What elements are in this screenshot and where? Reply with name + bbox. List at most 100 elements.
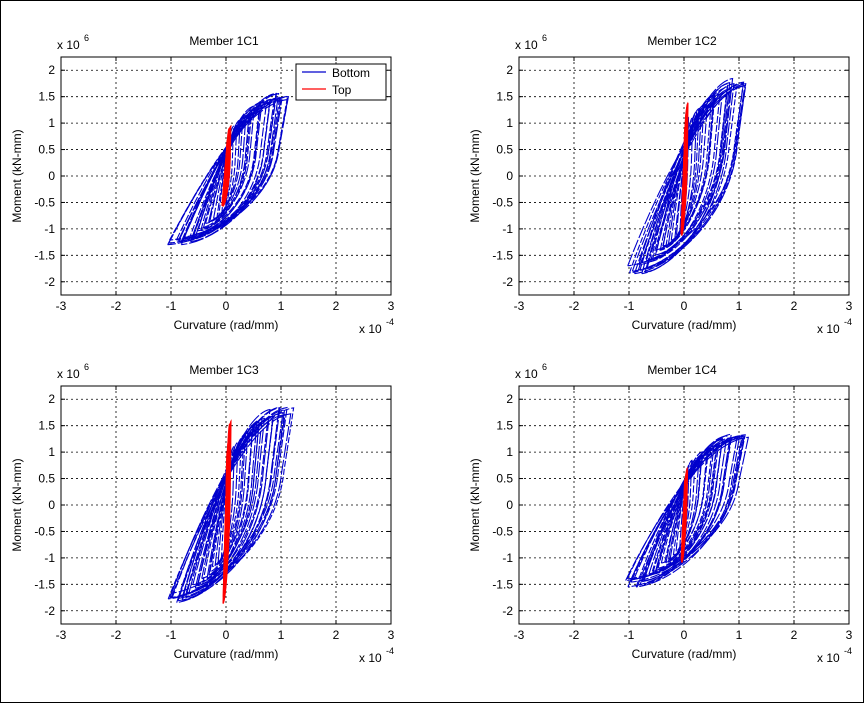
y-axis-label: Moment (kN-mm) — [468, 129, 482, 222]
series-top-cycle — [680, 469, 689, 561]
y-tick-label: -1.5 — [492, 577, 513, 591]
y-tick-label: -1 — [502, 222, 513, 236]
series-bottom-cycle — [177, 409, 286, 602]
series-bottom-cycle — [168, 96, 290, 244]
y-tick-label: -1.5 — [34, 577, 55, 591]
y-tick-label: -0.5 — [34, 195, 55, 209]
series-bottom-cycle — [208, 114, 247, 223]
x-exponent-power: -4 — [386, 317, 394, 327]
x-tick-label: -3 — [56, 628, 67, 642]
x-tick-label: -3 — [514, 299, 525, 313]
x-tick-label: 3 — [388, 299, 395, 313]
y-axis-label: Moment (kN-mm) — [10, 129, 24, 222]
x-tick-label: 2 — [791, 628, 798, 642]
series-bottom-cycle — [171, 406, 288, 599]
y-axis-label: Moment (kN-mm) — [10, 458, 24, 551]
y-tick-label: -2 — [502, 604, 513, 618]
y-tick-label: 2 — [48, 392, 55, 406]
y-exponent-power: 6 — [84, 33, 89, 43]
legend-label: Bottom — [332, 66, 370, 80]
series-bottom-cycle — [665, 103, 705, 248]
y-tick-label: 1 — [48, 445, 55, 459]
y-tick-label: 1.5 — [38, 419, 55, 433]
y-tick-label: 1.5 — [496, 90, 513, 104]
x-tick-label: -1 — [624, 299, 635, 313]
series-bottom-cycle — [204, 117, 251, 224]
x-tick-label: -2 — [111, 299, 122, 313]
y-exponent: x 10 — [57, 38, 80, 52]
y-tick-label: 0 — [506, 498, 513, 512]
y-tick-label: 1.5 — [496, 419, 513, 433]
chart-title: Member 1C2 — [647, 34, 717, 48]
y-tick-label: 1.5 — [38, 90, 55, 104]
x-axis-label: Curvature (rad/mm) — [632, 318, 737, 332]
x-tick-label: -1 — [624, 628, 635, 642]
x-tick-label: -3 — [514, 628, 525, 642]
y-tick-label: 0 — [48, 169, 55, 183]
y-tick-label: -1 — [502, 551, 513, 565]
series-bottom-cycle — [637, 83, 747, 271]
x-tick-label: 3 — [388, 628, 395, 642]
y-tick-label: 2 — [48, 63, 55, 77]
x-exponent: x 10 — [817, 651, 840, 665]
x-exponent: x 10 — [817, 322, 840, 336]
x-tick-label: 1 — [736, 299, 743, 313]
y-tick-label: 0 — [506, 169, 513, 183]
x-tick-label: 0 — [681, 628, 688, 642]
y-tick-label: 1 — [48, 116, 55, 130]
y-tick-label: 0.5 — [496, 472, 513, 486]
x-tick-label: 1 — [278, 628, 285, 642]
series-bottom-cycle — [634, 81, 745, 275]
x-exponent-power: -4 — [844, 317, 852, 327]
x-tick-label: 2 — [333, 628, 340, 642]
series-bottom-cycle — [176, 407, 281, 604]
legend-label: Top — [332, 83, 352, 97]
chart-title: Member 1C3 — [189, 363, 259, 377]
series-bottom-cycle — [629, 82, 745, 274]
y-exponent: x 10 — [515, 38, 538, 52]
x-tick-label: 0 — [223, 299, 230, 313]
x-tick-label: 1 — [278, 299, 285, 313]
series-top-cycle — [222, 419, 232, 604]
y-tick-label: -1.5 — [34, 248, 55, 262]
legend-box — [295, 63, 387, 101]
series-bottom-cycle — [214, 441, 239, 567]
y-exponent-power: 6 — [542, 33, 547, 43]
chart-title: Member 1C4 — [647, 363, 717, 377]
x-tick-label: -2 — [569, 628, 580, 642]
y-exponent-power: 6 — [542, 362, 547, 372]
series-bottom-cycle — [675, 459, 693, 552]
y-tick-label: -2 — [44, 604, 55, 618]
x-tick-label: 2 — [333, 299, 340, 313]
series-top-cycle — [680, 102, 689, 235]
y-axis-label: Moment (kN-mm) — [468, 458, 482, 551]
curves — [167, 406, 295, 604]
y-tick-label: 2 — [506, 392, 513, 406]
curves — [167, 92, 290, 246]
series-bottom-cycle — [211, 442, 242, 568]
series-top-cycle — [221, 124, 232, 207]
series-bottom-cycle — [167, 407, 295, 600]
y-tick-label: -2 — [44, 275, 55, 289]
y-tick-label: 1 — [506, 445, 513, 459]
series-bottom-cycle — [627, 84, 746, 267]
x-tick-label: 0 — [223, 628, 230, 642]
series-bottom-cycle — [626, 434, 746, 580]
y-tick-label: 0.5 — [38, 472, 55, 486]
series-bottom-cycle — [196, 424, 258, 587]
y-tick-label: -0.5 — [492, 524, 513, 538]
y-tick-label: 0 — [48, 498, 55, 512]
y-tick-label: -0.5 — [34, 524, 55, 538]
x-exponent-power: -4 — [844, 646, 852, 656]
series-bottom-cycle — [648, 438, 724, 576]
x-axis-label: Curvature (rad/mm) — [632, 647, 737, 661]
x-tick-label: -1 — [166, 299, 177, 313]
legend: Bottom Top — [295, 63, 387, 101]
chart-title: Member 1C1 — [189, 34, 259, 48]
y-exponent: x 10 — [515, 367, 538, 381]
series-bottom-cycle — [631, 85, 747, 272]
